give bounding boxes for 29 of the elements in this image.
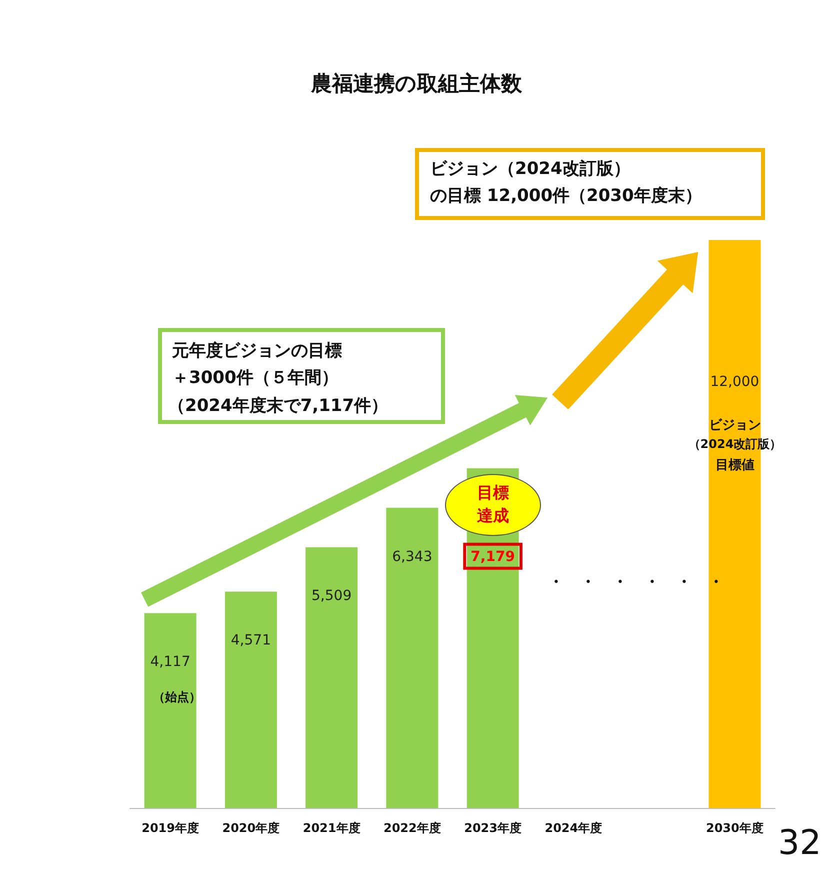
chart-title: 農福連携の取組主体数	[310, 72, 523, 96]
text: ビジョン（2024改訂版）	[430, 158, 630, 180]
annotation: ビジョン	[708, 417, 762, 434]
data-label: 12,000	[710, 374, 760, 390]
data-label: 5,509	[312, 588, 352, 604]
x-tick-label: 2030年度	[706, 821, 764, 835]
x-tick-label: 2021年度	[302, 821, 360, 835]
x-tick-label: 2020年度	[222, 821, 280, 835]
x-tick-label: 2024年度	[544, 821, 602, 835]
annotation: 目標値	[714, 457, 756, 474]
annotation: （始点）	[153, 689, 201, 706]
x-tick-label: 2019年度	[142, 821, 200, 835]
bar	[224, 592, 277, 808]
x-tick-label: 2022年度	[383, 821, 441, 835]
text: 32	[778, 823, 822, 863]
x-tick-label: 2023年度	[464, 821, 522, 835]
annotation: 目標達成	[476, 482, 510, 528]
annotation: ・ ・ ・ ・ ・ ・	[548, 572, 724, 593]
annotation: （2024年度末で7,117件）	[168, 395, 388, 417]
bar	[386, 508, 438, 808]
data-label: 4,117	[150, 654, 190, 670]
data-label: 7,179	[470, 549, 515, 566]
annotation: ＋3000件（５年間）	[172, 367, 338, 389]
data-label: 4,571	[230, 632, 271, 649]
annotation: 元年度ビジョンの目標	[172, 340, 342, 362]
bar	[306, 547, 358, 808]
text: の目標 12,000件（2030年度末）	[430, 185, 702, 207]
bar	[144, 613, 196, 808]
data-label: 6,343	[392, 548, 432, 565]
